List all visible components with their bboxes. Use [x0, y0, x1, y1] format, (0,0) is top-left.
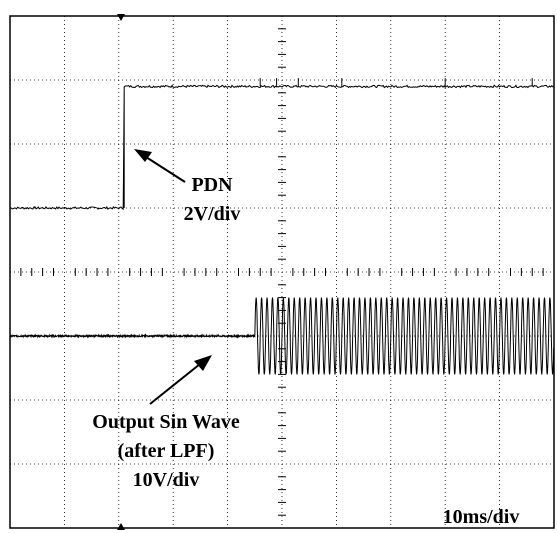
grid: [10, 16, 554, 528]
sine-scale-label: 10V/div: [133, 469, 200, 491]
pdn-scale-label: 2V/div: [184, 203, 241, 225]
pdn-arrow: [134, 149, 186, 183]
timebase-label: 10ms/div: [443, 506, 520, 528]
pdn-label: PDN: [191, 174, 233, 196]
plot-border: [9, 15, 555, 529]
trigger-marker-bottom: [117, 523, 125, 530]
sine-label: Output Sin Wave: [92, 411, 240, 433]
pdn-trace: [9, 78, 555, 210]
sine-wave-trace: [9, 297, 555, 375]
trigger-marker-top: [117, 14, 125, 21]
sine-arrow: [149, 355, 212, 405]
center-axis-ticks: [20, 28, 544, 516]
sine-sublabel: (after LPF): [118, 440, 215, 462]
